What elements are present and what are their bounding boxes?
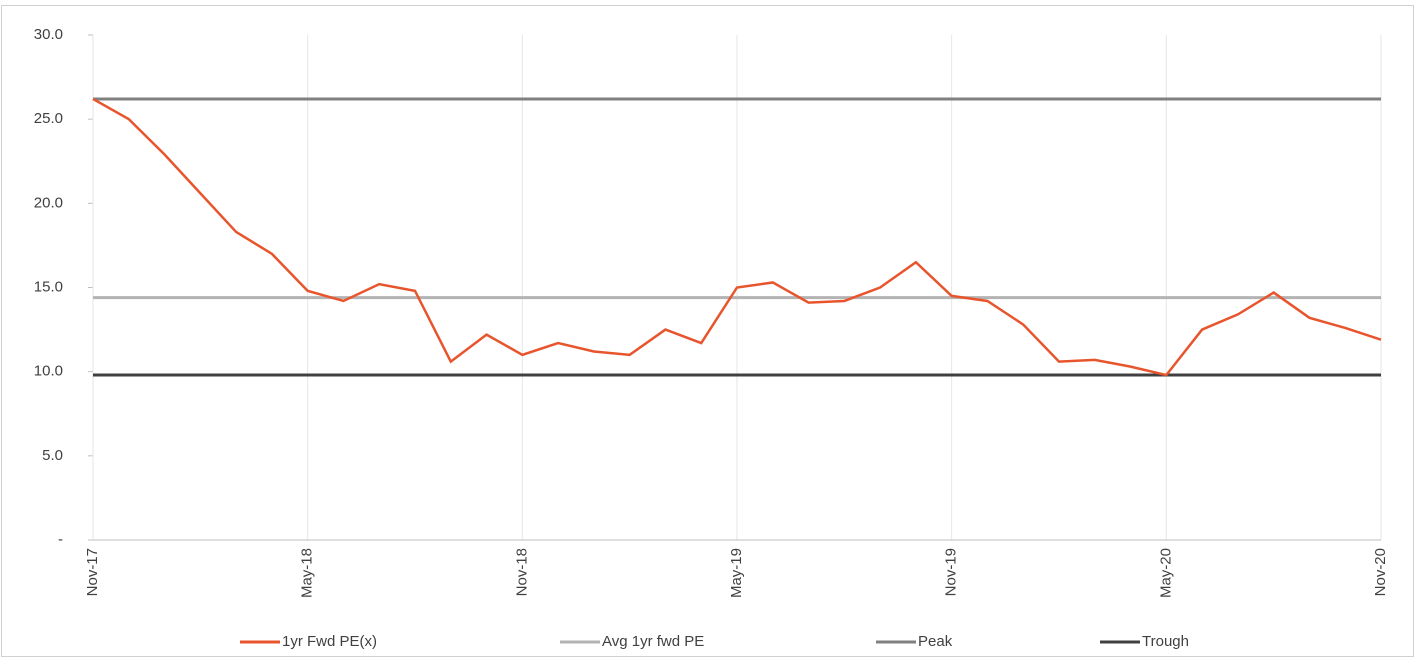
x-tick-label: Nov-20 [1372, 548, 1389, 596]
y-tick-label: 10.0 [34, 363, 63, 380]
legend-label: Avg 1yr fwd PE [602, 633, 704, 650]
x-tick-label: May-20 [1157, 548, 1174, 598]
y-tick-label: - [58, 531, 63, 548]
y-tick-label: 15.0 [34, 278, 63, 295]
x-tick-label: Nov-17 [84, 548, 101, 596]
legend-label: 1yr Fwd PE(x) [282, 633, 377, 650]
x-tick-label: Nov-19 [943, 548, 960, 596]
x-tick-label: Nov-18 [513, 548, 530, 596]
x-tick-label: May-18 [299, 548, 316, 598]
y-tick-label: 25.0 [34, 110, 63, 127]
y-tick-label: 30.0 [34, 26, 63, 43]
x-tick-label: May-19 [728, 548, 745, 598]
y-tick-label: 5.0 [42, 447, 63, 464]
y-tick-label: 20.0 [34, 194, 63, 211]
legend-label: Trough [1142, 633, 1189, 650]
series-line [92, 97, 1382, 377]
legend-label: Peak [918, 633, 953, 650]
